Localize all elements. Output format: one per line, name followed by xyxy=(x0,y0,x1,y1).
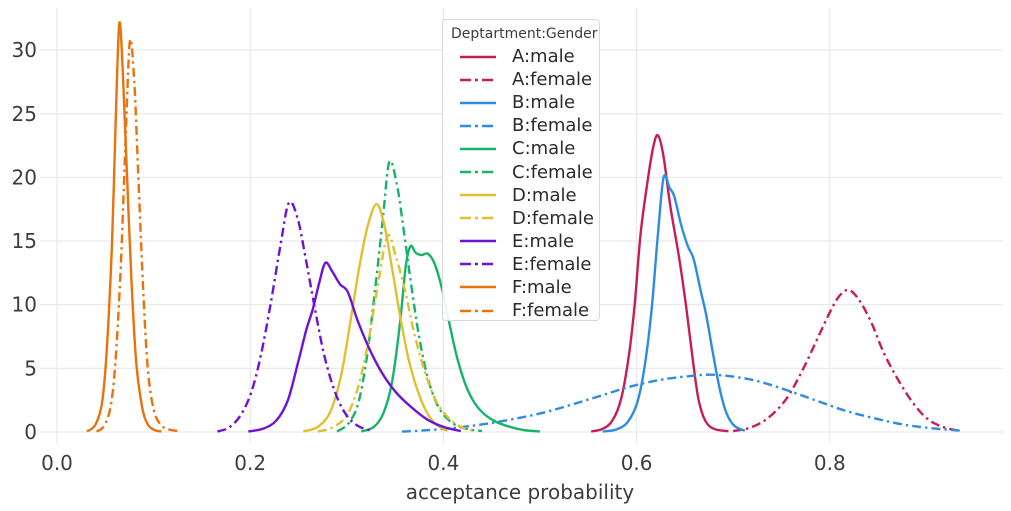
kde-curve-C:male xyxy=(360,244,541,433)
legend-label: B:female xyxy=(512,115,593,137)
legend-label: A:male xyxy=(512,46,575,68)
y-tick-label: 10 xyxy=(12,293,37,317)
legend-item-D:female: D:female xyxy=(451,207,599,230)
kde-curve-D:male xyxy=(302,202,448,433)
legend-line-swatch xyxy=(460,124,496,128)
legend-item-B:male: B:male xyxy=(451,91,599,114)
y-tick-label: 15 xyxy=(12,229,37,253)
legend-line-swatch xyxy=(460,147,496,151)
y-tick-label: 5 xyxy=(24,356,37,380)
legend-item-E:female: E:female xyxy=(451,253,599,276)
legend-label: F:male xyxy=(512,276,572,298)
legend-label: E:female xyxy=(512,253,592,275)
legend-item-A:male: A:male xyxy=(451,45,599,68)
x-tick-label: 0.8 xyxy=(814,451,846,475)
x-tick-label: 0.6 xyxy=(621,451,653,475)
x-tick-label: 0.4 xyxy=(427,451,459,475)
kde-curve-B:female xyxy=(401,373,963,433)
legend-line-swatch xyxy=(460,286,496,289)
legend-line-swatch xyxy=(460,170,496,174)
legend-label: C:female xyxy=(512,161,593,183)
legend-item-E:male: E:male xyxy=(451,230,599,253)
legend-line-swatch xyxy=(460,193,496,197)
y-tick-label: 25 xyxy=(12,102,37,126)
y-tick-label: 30 xyxy=(12,38,37,62)
legend-item-C:male: C:male xyxy=(451,137,599,160)
legend-label: D:female xyxy=(512,207,594,229)
legend-box: Deptartment:Gender A:male A:female B:male B… xyxy=(442,19,600,321)
kde-curve-C:female xyxy=(336,159,483,433)
legend-label: A:female xyxy=(512,69,593,91)
legend-item-F:male: F:male xyxy=(451,276,599,299)
kde-curve-D:female xyxy=(317,233,473,433)
kde-curve-F:male xyxy=(86,21,162,433)
kde-curve-B:male xyxy=(602,174,746,433)
legend-label: E:male xyxy=(512,230,575,252)
legend-item-F:female: F:female xyxy=(451,299,599,322)
legend-item-A:female: A:female xyxy=(451,68,599,91)
y-tick-label: 20 xyxy=(12,165,37,189)
x-tick-label: 0.2 xyxy=(234,451,266,475)
legend-line-swatch xyxy=(460,263,496,266)
y-tick-label: 0 xyxy=(24,420,37,444)
legend-title: Deptartment:Gender xyxy=(451,26,598,42)
legend-line-swatch xyxy=(460,216,496,220)
x-tick-label: 0.0 xyxy=(41,451,73,475)
legend-line-swatch xyxy=(460,101,496,105)
legend-label: D:male xyxy=(512,184,577,206)
legend-item-C:female: C:female xyxy=(451,160,599,183)
legend-line-swatch xyxy=(460,78,496,81)
legend-item-D:male: D:male xyxy=(451,184,599,207)
legend-item-B:female: B:female xyxy=(451,114,599,137)
legend-label: B:male xyxy=(512,92,576,114)
legend-line-swatch xyxy=(460,309,496,312)
kde-curve-F:female xyxy=(95,38,181,433)
legend-line-swatch xyxy=(460,55,496,58)
legend-label: C:male xyxy=(512,138,576,160)
legend-line-swatch xyxy=(460,239,496,243)
kde-curve-E:female xyxy=(216,200,372,433)
x-axis-title: acceptance probability xyxy=(405,480,635,504)
kde-curve-A:male xyxy=(590,133,729,433)
legend-label: F:female xyxy=(512,300,590,322)
kde-curve-E:male xyxy=(248,261,462,433)
